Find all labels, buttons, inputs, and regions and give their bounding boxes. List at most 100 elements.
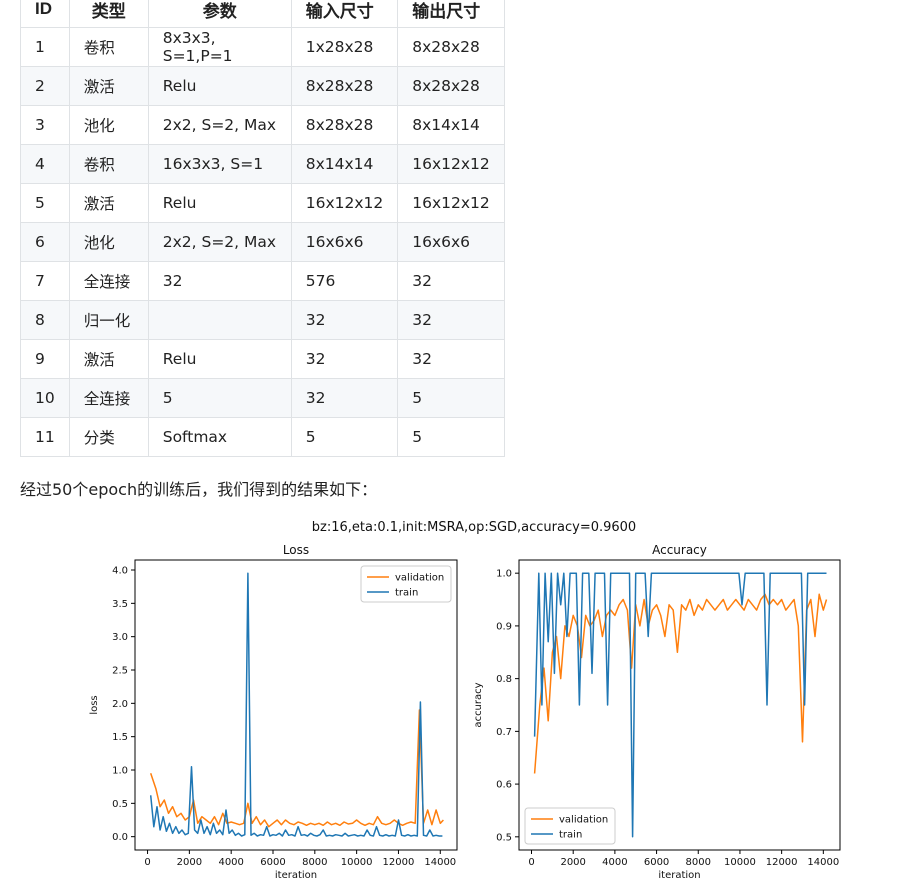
cell-input-size: 8x14x14: [290, 144, 399, 184]
legend-label-validation: validation: [559, 815, 608, 826]
cell-input-size: 32: [290, 300, 399, 340]
cell-type: 卷积: [68, 27, 149, 67]
legend-box: [524, 807, 616, 845]
x-tick-label: 2000: [177, 857, 202, 868]
y-tick-label: 1.0: [496, 569, 512, 580]
cell-param: [147, 300, 292, 340]
cell-param: Relu: [147, 183, 292, 223]
header-id: ID: [20, 0, 70, 28]
x-tick-label: 4000: [218, 857, 243, 868]
y-axis-label: accuracy: [473, 682, 484, 727]
cell-id: 7: [20, 261, 70, 301]
cell-input-size: 1x28x28: [290, 27, 399, 67]
x-tick-label: 10000: [341, 857, 373, 868]
plot-frame: [518, 559, 841, 851]
cell-input-size: 8x28x28: [290, 66, 399, 106]
x-tick-label: 8000: [302, 857, 327, 868]
legend-label-train: train: [395, 588, 418, 599]
x-tick-label: 4000: [602, 857, 627, 868]
cell-type: 全连接: [68, 261, 149, 301]
cell-id: 6: [20, 222, 70, 262]
cell-output-size: 16x6x6: [397, 222, 505, 262]
cell-output-size: 8x14x14: [397, 105, 505, 145]
y-tick-label: 0.5: [112, 799, 128, 810]
y-tick-label: 3.0: [112, 632, 128, 643]
cell-type: 池化: [68, 222, 149, 262]
cell-type: 激活: [68, 183, 149, 223]
network-structure-table: ID 类型 参数 输入尺寸 输出尺寸 1 卷积 8x3x3, S=1,P=1 1x28…: [20, 0, 505, 457]
cell-output-size: 8x28x28: [397, 27, 505, 67]
y-tick-label: 2.5: [112, 666, 128, 677]
y-tick-label: 0.7: [496, 727, 512, 738]
cell-id: 8: [20, 300, 70, 340]
y-tick-label: 1.0: [112, 766, 128, 777]
cell-output-size: 32: [397, 261, 505, 301]
cell-id: 10: [20, 378, 70, 418]
cell-input-size: 16x12x12: [290, 183, 399, 223]
x-tick-label: 12000: [383, 857, 415, 868]
x-tick-label: 0: [144, 857, 150, 868]
series-line-train: [149, 572, 443, 837]
table-row: 4 卷积 16x3x3, S=1 8x14x14 16x12x12: [20, 144, 505, 184]
chart-legend: validation train: [524, 807, 616, 845]
cell-id: 11: [20, 417, 70, 457]
cell-param: Softmax: [147, 417, 292, 457]
table-row: 2 激活 Relu 8x28x28 8x28x28: [20, 66, 505, 106]
x-tick-label: 8000: [686, 857, 711, 868]
cell-output-size: 32: [397, 300, 505, 340]
y-tick-label: 0.6: [496, 780, 512, 791]
result-intro-text: 经过50个epoch的训练后，我们得到的结果如下：: [20, 480, 378, 499]
cell-type: 激活: [68, 66, 149, 106]
table-row: 11 分类 Softmax 5 5: [20, 417, 505, 457]
cell-input-size: 5: [290, 417, 399, 457]
accuracy-chart: Accuracy 0 2000 4000 6000 8000 10000 12000 14000…: [473, 543, 841, 881]
y-tick-label: 0.8: [496, 674, 512, 685]
cell-input-size: 8x28x28: [290, 105, 399, 145]
cell-type: 全连接: [68, 378, 149, 418]
cell-type: 分类: [68, 417, 149, 457]
cell-output-size: 16x12x12: [397, 144, 505, 184]
x-tick-label: 10000: [724, 857, 756, 868]
cell-type: 卷积: [68, 144, 149, 184]
chart-legend: validation train: [360, 565, 452, 603]
legend-box: [360, 565, 452, 603]
legend-label-validation: validation: [395, 573, 444, 584]
table-row: 1 卷积 8x3x3, S=1,P=1 1x28x28 8x28x28: [20, 27, 505, 67]
cell-input-size: 32: [290, 339, 399, 379]
series-line-validation: [149, 709, 444, 828]
y-tick-label: 2.0: [112, 699, 128, 710]
table-row: 7 全连接 32 576 32: [20, 261, 505, 301]
y-tick-label: 1.5: [112, 732, 128, 743]
cell-type: 归一化: [68, 300, 149, 340]
cell-id: 4: [20, 144, 70, 184]
cell-input-size: 16x6x6: [290, 222, 399, 262]
x-tick-label: 6000: [644, 857, 669, 868]
cell-param: 32: [147, 261, 292, 301]
cell-output-size: 32: [397, 339, 505, 379]
y-tick-label: 0.9: [496, 621, 512, 632]
table-row: 10 全连接 5 32 5: [20, 378, 505, 418]
cell-id: 5: [20, 183, 70, 223]
cell-type: 激活: [68, 339, 149, 379]
cell-param: Relu: [147, 339, 292, 379]
header-output-size: 输出尺寸: [397, 0, 505, 28]
cell-param: Relu: [147, 66, 292, 106]
cell-param: 2x2, S=2, Max: [147, 105, 292, 145]
series-line-validation: [533, 593, 828, 774]
header-type: 类型: [68, 0, 149, 28]
header-input-size: 输入尺寸: [290, 0, 399, 28]
x-tick-label: 14000: [424, 857, 456, 868]
chart-title: Loss: [283, 543, 309, 557]
cell-id: 3: [20, 105, 70, 145]
cell-output-size: 16x12x12: [397, 183, 505, 223]
cell-param: 8x3x3, S=1,P=1: [147, 27, 292, 67]
table-row: 8 归一化 32 32: [20, 300, 505, 340]
cell-param: 2x2, S=2, Max: [147, 222, 292, 262]
x-tick-label: 0: [528, 857, 534, 868]
x-tick-label: 14000: [807, 857, 839, 868]
table-row: 5 激活 Relu 16x12x12 16x12x12: [20, 183, 505, 223]
y-tick-label: 4.0: [112, 566, 128, 577]
x-tick-label: 6000: [260, 857, 285, 868]
cell-output-size: 8x28x28: [397, 66, 505, 106]
cell-param: 5: [147, 378, 292, 418]
